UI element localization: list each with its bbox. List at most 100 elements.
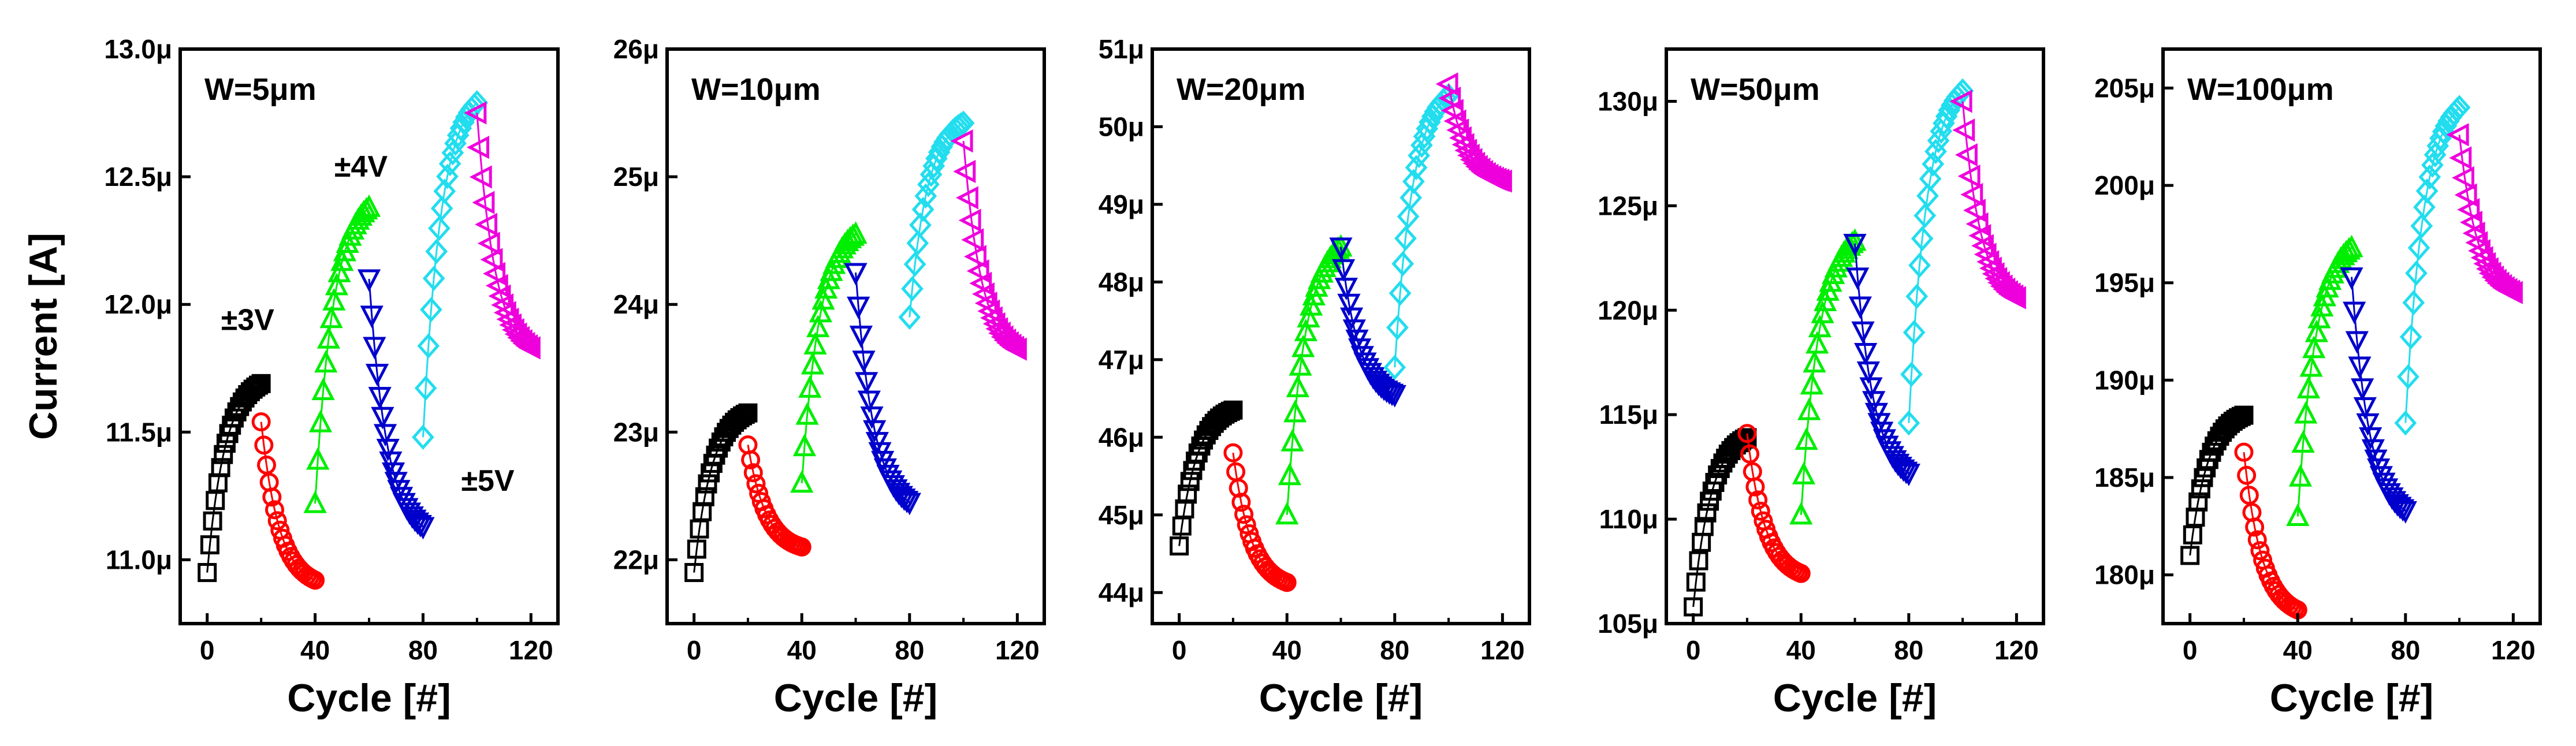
y-tick-label: 22μ	[613, 544, 659, 575]
series-3	[790, 221, 868, 493]
data-point	[955, 186, 978, 210]
data-point	[417, 333, 440, 359]
data-point	[1897, 463, 1920, 486]
data-point	[200, 535, 219, 555]
data-point	[1332, 259, 1356, 282]
data-point	[1797, 397, 1821, 420]
data-point	[325, 273, 349, 296]
data-point	[898, 493, 921, 516]
panel-title: W=100μm	[2187, 72, 2334, 107]
data-point	[952, 110, 975, 136]
data-point	[430, 196, 453, 221]
data-point	[379, 451, 403, 474]
data-point	[2340, 267, 2363, 290]
y-tick-label: 26μ	[613, 34, 659, 64]
data-point	[1278, 462, 1301, 486]
data-point	[852, 350, 876, 374]
x-tick-label: 120	[995, 635, 1040, 665]
data-point	[2500, 281, 2523, 304]
x-tick-label: 80	[895, 635, 924, 665]
y-tick-label: 11.5μ	[106, 417, 172, 447]
data-point	[2394, 410, 2417, 436]
data-point	[2345, 331, 2369, 354]
x-tick-label: 40	[1786, 635, 1816, 665]
data-point	[414, 375, 437, 401]
data-point	[2343, 301, 2366, 324]
data-point	[2451, 166, 2474, 190]
data-point	[792, 537, 811, 557]
data-point	[1438, 87, 1461, 110]
panel-title: W=20μm	[1177, 72, 1306, 107]
y-tick-label: 46μ	[1099, 422, 1144, 452]
data-point	[1451, 133, 1475, 156]
data-point	[216, 434, 236, 453]
data-point	[464, 101, 487, 125]
data-point	[411, 517, 435, 540]
panel-title: W=10μm	[691, 72, 821, 107]
data-point	[483, 262, 506, 285]
data-point	[420, 297, 442, 323]
data-point	[480, 248, 503, 271]
data-point	[903, 251, 926, 277]
series-1	[2180, 405, 2254, 565]
series-4	[1329, 237, 1406, 408]
data-point	[1383, 355, 1406, 381]
plot-frame	[1665, 47, 2045, 625]
data-point	[1951, 78, 1974, 104]
y-tick-label: 12.0μ	[104, 289, 172, 319]
data-point	[1791, 564, 1811, 583]
data-point	[795, 402, 819, 425]
data-point	[2307, 305, 2331, 329]
data-point	[319, 305, 343, 329]
x-tick-label: 120	[1480, 635, 1525, 665]
data-point	[1275, 502, 1299, 525]
chart-panel-4: 0 40 80 120 105μ 110μ 115μ 120μ 125μ 130μ W=50μm Cy…	[1598, 47, 2045, 720]
series-4	[844, 263, 921, 516]
data-point	[2476, 257, 2499, 281]
data-point	[496, 307, 519, 331]
data-point	[2457, 198, 2480, 222]
data-point	[1919, 166, 1942, 192]
data-point	[2188, 492, 2208, 512]
data-point	[849, 326, 873, 348]
data-point	[1286, 375, 1309, 397]
data-point	[1454, 139, 1477, 162]
chart-panel-3: 0 40 80 120 44μ 45μ 46μ 47μ 48μ 49μ 50μ 51μ W=20μm Cy…	[1099, 34, 1531, 720]
data-point	[1897, 410, 1920, 436]
data-point	[248, 375, 268, 395]
data-point	[246, 377, 266, 397]
x-axis-title: Cycle [#]	[1259, 676, 1423, 720]
series-4	[357, 269, 435, 540]
data-point	[2294, 401, 2318, 424]
series-5	[898, 110, 975, 330]
data-point	[469, 165, 492, 189]
data-point	[1180, 472, 1200, 491]
data-point	[485, 274, 508, 297]
x-tick-label: 80	[408, 635, 438, 665]
data-point	[214, 445, 233, 464]
data-point	[2448, 95, 2471, 120]
data-point	[743, 463, 763, 483]
data-point	[1234, 505, 1254, 524]
data-point	[1789, 502, 1813, 525]
data-point	[1223, 400, 1243, 420]
data-point	[1289, 353, 1312, 376]
data-point	[1334, 278, 1358, 301]
data-point	[909, 212, 932, 238]
data-point	[1911, 226, 1934, 251]
data-point	[357, 194, 381, 217]
data-point	[953, 159, 976, 184]
data-point	[2407, 235, 2430, 260]
data-point	[357, 269, 381, 292]
data-point	[365, 364, 389, 387]
data-point	[251, 412, 271, 432]
data-point	[368, 387, 392, 410]
data-point	[436, 163, 459, 189]
data-point	[2356, 413, 2380, 436]
data-point	[844, 263, 868, 286]
data-point	[306, 447, 330, 470]
data-point	[1803, 350, 1826, 373]
x-tick-label: 40	[300, 635, 330, 665]
data-point	[254, 435, 274, 455]
